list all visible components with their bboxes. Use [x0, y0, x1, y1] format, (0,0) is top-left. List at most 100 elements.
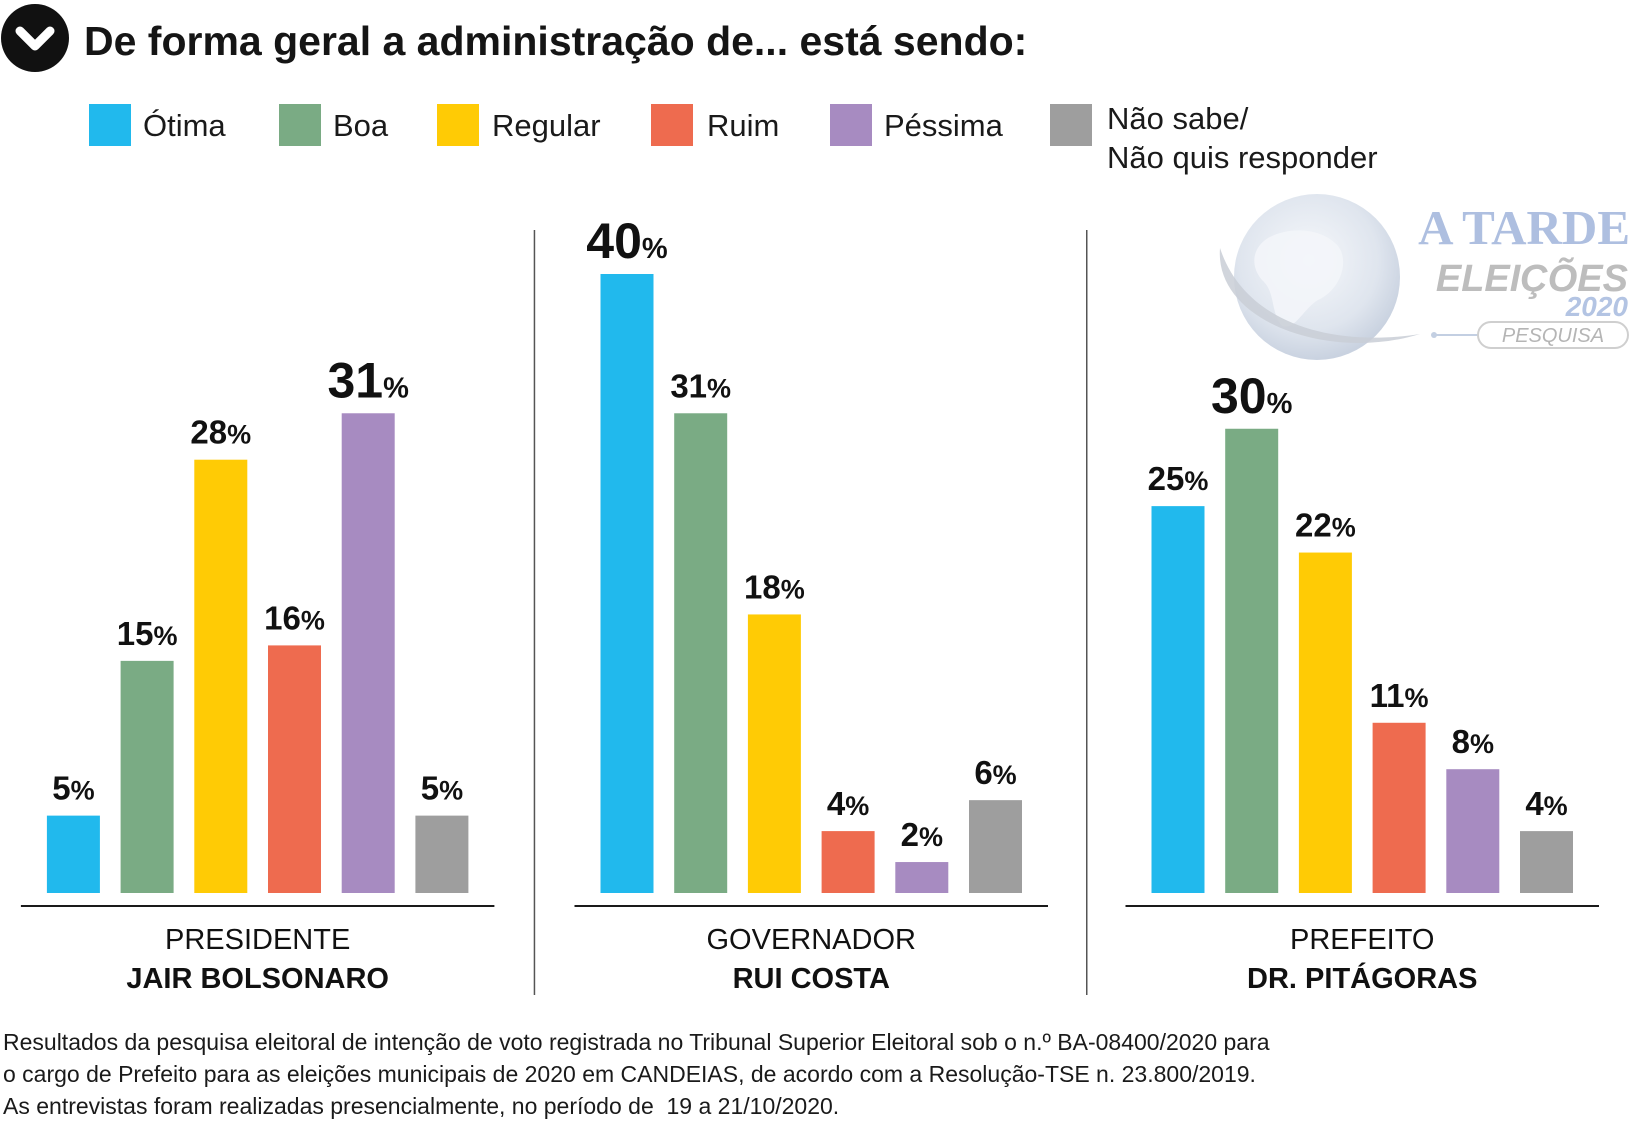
value-unit: %	[642, 233, 668, 265]
value-label-governador-ruim: 4%	[827, 785, 869, 822]
bar-presidente-regular	[194, 459, 248, 893]
header: De forma geral a administração de... est…	[0, 0, 1633, 80]
value-label-prefeito-ruim: 11%	[1370, 677, 1429, 714]
bar-presidente-otima	[46, 815, 100, 893]
value-number: 5	[421, 770, 439, 807]
logo-year: 2020	[1565, 291, 1629, 322]
bar-governador-regular	[747, 614, 801, 893]
value-label-presidente-regular: 28%	[190, 414, 251, 451]
legend-label-boa: Boa	[333, 108, 389, 143]
orbit-swoosh-icon	[1219, 248, 1420, 343]
value-unit: %	[993, 760, 1017, 790]
bar-governador-pessima	[895, 862, 949, 893]
logo-tag: PESQUISA	[1502, 325, 1604, 347]
category-label-prefeito: PREFEITO	[1290, 924, 1435, 956]
value-unit: %	[919, 822, 943, 852]
value-unit: %	[439, 776, 463, 806]
value-unit: %	[707, 373, 731, 403]
value-label-presidente-pessima: 31%	[327, 352, 409, 408]
value-label-governador-boa: 31%	[670, 367, 731, 404]
value-unit: %	[301, 605, 325, 635]
category-name-governador: RUI COSTA	[733, 963, 890, 995]
category-name-prefeito: DR. PITÁGORAS	[1247, 961, 1477, 995]
bar-governador-otima	[600, 274, 654, 893]
value-number: 28	[190, 414, 227, 451]
legend-label-ruim: Ruim	[707, 108, 780, 143]
value-number: 16	[264, 599, 301, 636]
bar-prefeito-regular	[1298, 552, 1352, 893]
category-label-presidente: PRESIDENTE	[165, 924, 350, 956]
bar-prefeito-ruim	[1372, 722, 1426, 893]
bar-governador-boa	[674, 413, 728, 893]
chevron-down-icon	[1, 4, 69, 72]
bar-presidente-pessima	[341, 413, 395, 893]
value-unit: %	[845, 791, 869, 821]
value-label-prefeito-nao-sabe-nao-quis-responder: 4%	[1525, 785, 1567, 822]
legend-swatch-ruim	[651, 104, 693, 146]
category-label-governador: GOVERNADOR	[707, 924, 916, 956]
bar-prefeito-nao-sabe-nao-quis-responder	[1520, 831, 1573, 893]
chart-title: De forma geral a administração de... est…	[84, 18, 1028, 64]
value-unit: %	[1544, 791, 1568, 821]
value-number: 18	[744, 568, 781, 605]
value-number: 40	[586, 213, 642, 269]
value-unit: %	[1332, 513, 1356, 543]
value-label-governador-nao-sabe-nao-quis-responder: 6%	[974, 754, 1016, 791]
legend-label-nao-sabe: Não sabe/ Não quis responder	[1107, 101, 1378, 175]
bar-presidente-nao-sabe-nao-quis-responder	[415, 815, 469, 893]
logo-tag-pill	[1477, 321, 1629, 349]
value-label-prefeito-pessima: 8%	[1452, 723, 1494, 760]
footer-line: As entrevistas foram realizadas presenci…	[3, 1093, 840, 1119]
category-name-presidente: JAIR BOLSONARO	[126, 963, 389, 995]
logo-brand: A TARDE	[1418, 200, 1630, 255]
bar-governador-ruim	[821, 831, 875, 893]
value-number: 2	[901, 816, 919, 853]
value-number: 25	[1148, 460, 1185, 497]
legend-swatch-nao-sabe	[1050, 104, 1092, 146]
value-unit: %	[383, 372, 409, 404]
value-number: 30	[1211, 368, 1267, 424]
legend-swatch-boa	[279, 104, 321, 146]
value-label-prefeito-regular: 22%	[1295, 507, 1356, 544]
value-label-governador-otima: 40%	[586, 213, 668, 269]
value-number: 8	[1452, 723, 1470, 760]
bar-presidente-boa	[120, 660, 174, 893]
value-label-governador-regular: 18%	[744, 568, 805, 605]
value-unit: %	[1470, 729, 1494, 759]
value-unit: %	[1405, 683, 1429, 713]
value-number: 31	[327, 352, 383, 408]
bar-presidente-ruim	[268, 645, 321, 893]
legend-label-regular: Regular	[492, 108, 601, 143]
value-number: 15	[117, 615, 154, 652]
value-label-presidente-boa: 15%	[117, 615, 178, 652]
bar-prefeito-boa	[1225, 428, 1279, 893]
value-number: 6	[974, 754, 992, 791]
bar-governador-nao-sabe-nao-quis-responder	[969, 800, 1022, 893]
value-number: 22	[1295, 507, 1332, 544]
legend-label-pessima: Péssima	[884, 108, 1003, 143]
value-unit: %	[227, 420, 251, 450]
value-unit: %	[153, 621, 177, 651]
value-label-prefeito-otima: 25%	[1148, 460, 1209, 497]
value-label-presidente-otima: 5%	[52, 770, 94, 807]
value-number: 31	[670, 367, 707, 404]
legend-swatch-regular	[437, 104, 479, 146]
map-shape-icon	[1254, 230, 1344, 327]
value-number: 4	[1525, 785, 1544, 822]
legend-swatch-pessima	[830, 104, 872, 146]
value-number: 11	[1370, 677, 1405, 714]
footer-line: o cargo de Prefeito para as eleições mun…	[3, 1061, 1256, 1087]
value-unit: %	[1184, 466, 1208, 496]
value-label-presidente-nao-sabe-nao-quis-responder: 5%	[421, 770, 463, 807]
bar-prefeito-pessima	[1446, 769, 1500, 893]
value-unit: %	[1267, 388, 1293, 420]
footer-line: Resultados da pesquisa eleitoral de inte…	[3, 1029, 1270, 1055]
value-number: 5	[52, 770, 70, 807]
value-unit: %	[781, 574, 805, 604]
legend-swatch-otima	[89, 104, 131, 146]
value-number: 4	[827, 785, 846, 822]
logo-eleicoes: ELEIÇÕES	[1436, 256, 1628, 300]
value-label-presidente-ruim: 16%	[264, 599, 325, 636]
